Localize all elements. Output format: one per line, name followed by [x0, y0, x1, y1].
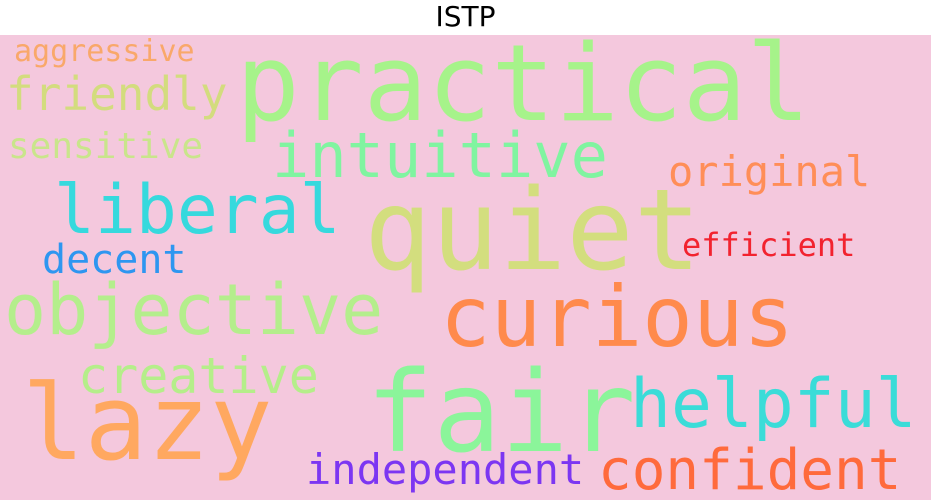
word-objective: objective	[4, 269, 384, 351]
word-quiet: quiet	[364, 166, 702, 296]
word-original: original	[668, 147, 871, 196]
word-liberal: liberal	[54, 171, 341, 250]
word-decent: decent	[42, 237, 187, 283]
word-cloud: aggressive friendly practical sensitive …	[0, 35, 931, 500]
word-curious: curious	[440, 268, 795, 366]
word-fair: fair	[366, 348, 636, 478]
chart-title: ISTP	[435, 0, 496, 33]
word-independent: independent	[306, 445, 585, 494]
word-aggressive: aggressive	[14, 35, 195, 69]
word-sensitive: sensitive	[8, 126, 204, 167]
word-lazy: lazy	[22, 362, 273, 484]
word-friendly: friendly	[6, 67, 228, 121]
word-confident: confident	[598, 438, 902, 500]
word-creative: creative	[78, 347, 319, 405]
word-efficient: efficient	[682, 226, 856, 264]
word-helpful: helpful	[630, 365, 917, 444]
word-practical: practical	[236, 35, 811, 145]
word-intuitive: intuitive	[272, 119, 608, 192]
